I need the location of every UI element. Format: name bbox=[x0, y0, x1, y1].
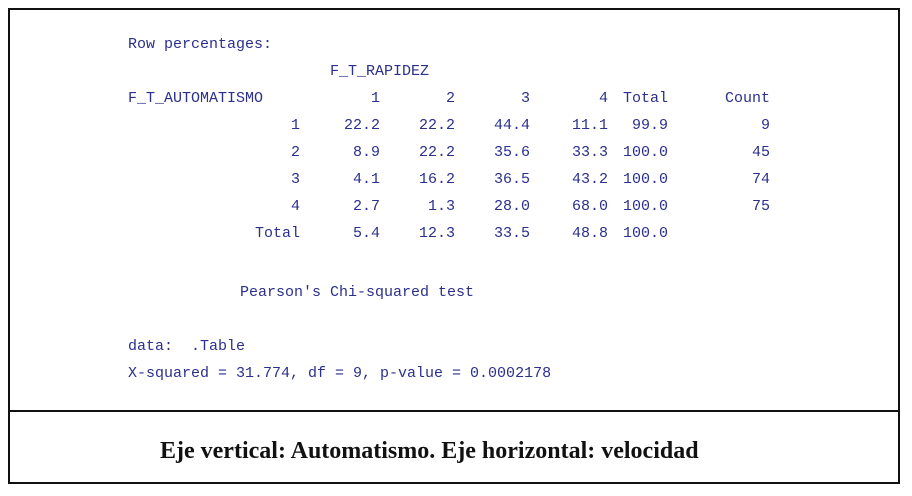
table-cell: 74 bbox=[751, 171, 770, 188]
table-cell: 44.4 bbox=[493, 117, 530, 134]
row-label: 4 bbox=[290, 198, 300, 215]
table-cell: 4.1 bbox=[352, 171, 380, 188]
table-cell: 99.9 bbox=[631, 117, 668, 134]
header-cell: 1 bbox=[370, 90, 380, 107]
header-cell: Total bbox=[622, 90, 668, 107]
table-cell: 35.6 bbox=[493, 144, 530, 161]
table-cell: 33.5 bbox=[493, 225, 530, 242]
table-cell: 8.9 bbox=[352, 144, 380, 161]
table-cell: 33.3 bbox=[571, 144, 608, 161]
table-cell: 43.2 bbox=[571, 171, 608, 188]
frame bbox=[8, 8, 900, 484]
table-cell: 9 bbox=[760, 117, 770, 134]
table-cell: 100.0 bbox=[622, 198, 668, 215]
header-cell: Count bbox=[724, 90, 770, 107]
row-label: 2 bbox=[290, 144, 300, 161]
table-cell: 28.0 bbox=[493, 198, 530, 215]
table-cell: 5.4 bbox=[352, 225, 380, 242]
row-label: Total bbox=[254, 225, 300, 242]
table-cell: 22.2 bbox=[343, 117, 380, 134]
header-cell: 3 bbox=[520, 90, 530, 107]
table-cell: 48.8 bbox=[571, 225, 608, 242]
table-cell: 16.2 bbox=[418, 171, 455, 188]
column-variable: F_T_RAPIDEZ bbox=[330, 63, 430, 80]
table-cell: 75 bbox=[751, 198, 770, 215]
table-cell: 100.0 bbox=[622, 144, 668, 161]
header-cell: F_T_AUTOMATISMO bbox=[128, 90, 264, 107]
table-cell: 100.0 bbox=[622, 225, 668, 242]
table-cell: 2.7 bbox=[352, 198, 380, 215]
heading: Row percentages: bbox=[128, 36, 273, 53]
header-cell: 2 bbox=[445, 90, 455, 107]
header-cell: 4 bbox=[598, 90, 608, 107]
row-label: 3 bbox=[290, 171, 300, 188]
test-title: Pearson's Chi-squared test bbox=[240, 284, 475, 301]
table-cell: 45 bbox=[751, 144, 770, 161]
table-cell: 11.1 bbox=[571, 117, 608, 134]
table-cell: 22.2 bbox=[418, 117, 455, 134]
table-cell: 12.3 bbox=[418, 225, 455, 242]
table-cell: 36.5 bbox=[493, 171, 530, 188]
table-cell: 22.2 bbox=[418, 144, 455, 161]
table-cell: 68.0 bbox=[571, 198, 608, 215]
result-line: X-squared = 31.774, df = 9, p-value = 0.… bbox=[128, 365, 552, 382]
separator bbox=[8, 410, 900, 412]
row-label: 1 bbox=[290, 117, 300, 134]
caption: Eje vertical: Automatismo. Eje horizonta… bbox=[160, 438, 699, 464]
table-cell: 100.0 bbox=[622, 171, 668, 188]
table-cell: 1.3 bbox=[427, 198, 455, 215]
data-line: data: .Table bbox=[128, 338, 246, 355]
